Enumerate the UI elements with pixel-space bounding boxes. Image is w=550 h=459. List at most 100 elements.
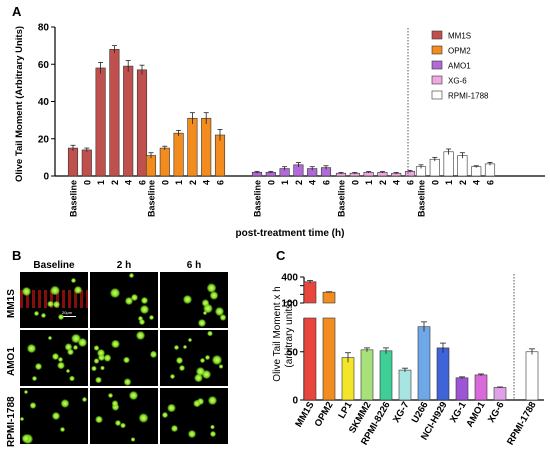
- artifact-stripe: [68, 290, 71, 308]
- y-tick-label: 20: [38, 134, 50, 145]
- comet-cell: [95, 376, 103, 384]
- x-tick-label: 0: [266, 180, 276, 185]
- micrograph-cell: [160, 330, 228, 386]
- artifact-stripe: [20, 290, 23, 308]
- comet-cell: [193, 399, 202, 408]
- comet-cell: [59, 426, 66, 433]
- micrograph-column-baseline: Baseline: [33, 260, 75, 271]
- comet-cell: [195, 366, 205, 376]
- x-tick-label: 4: [124, 180, 134, 185]
- comet-cell: [201, 369, 212, 379]
- comet-cell: [219, 314, 226, 321]
- y-axis-title-line2: (arbitrary units): [284, 300, 295, 367]
- bar-nci-h929: [436, 347, 450, 401]
- artifact-stripe: [56, 290, 59, 308]
- comet-cell: [205, 355, 210, 360]
- comet-cell: [124, 296, 134, 305]
- comet-cell: [183, 295, 193, 305]
- artifact-stripe: [38, 290, 41, 308]
- comet-cell: [138, 319, 145, 326]
- comet-cell: [149, 350, 158, 359]
- comet-cell: [109, 288, 120, 299]
- bar-amo1: [474, 374, 488, 401]
- comet-cell: [203, 303, 214, 314]
- comet-cell: [47, 335, 53, 340]
- comet-cell: [167, 403, 177, 413]
- y-tick-label: 0: [292, 396, 298, 407]
- comet-cell: [51, 352, 60, 361]
- comet-cell: [27, 344, 37, 354]
- x-tick-label: XG-6: [486, 400, 507, 425]
- legend-swatch-xg-6: [431, 75, 443, 85]
- comet-cell: [32, 376, 37, 381]
- comet-cell: [71, 333, 81, 343]
- comet-cell: [115, 419, 121, 426]
- bar-opm2-upper: [322, 291, 336, 304]
- legend-label-mm1s: MM1S: [448, 32, 471, 41]
- comet-cell: [207, 330, 213, 337]
- comet-cell: [198, 318, 207, 328]
- comet-cell: [161, 412, 168, 419]
- comet-cell: [200, 358, 206, 364]
- legend-label-opm2: OPM2: [448, 47, 471, 56]
- x-tick-label: 6: [216, 180, 226, 185]
- comet-cell: [212, 355, 222, 365]
- micrograph-cell: [160, 388, 228, 444]
- y-tick-label: 40: [38, 97, 50, 108]
- comet-cell: [149, 315, 154, 320]
- artifact-stripe: [86, 290, 88, 308]
- x-tick-label: 6: [138, 180, 148, 185]
- comet-cell: [202, 310, 207, 315]
- comet-cell: [82, 397, 88, 403]
- x-tick-label: 6: [322, 180, 332, 185]
- x-tick-label: 2: [294, 180, 304, 185]
- x-tick-label: 6: [486, 180, 496, 185]
- comet-cell: [69, 375, 75, 382]
- comet-cell: [129, 390, 139, 400]
- bar-opm2-lower: [322, 317, 336, 401]
- comet-cell: [95, 416, 103, 424]
- x-tick-label: LP1: [336, 399, 355, 420]
- y-tick-label: 50: [287, 347, 299, 358]
- comet-cell: [74, 286, 83, 295]
- comet-cell: [50, 285, 60, 296]
- comet-cell: [100, 365, 105, 371]
- x-tick-label: 4: [308, 180, 318, 185]
- bar-rpmi-8226: [379, 350, 393, 401]
- x-tick-label: Baseline: [69, 180, 79, 217]
- x-tick-label: 2: [188, 180, 198, 185]
- legend-swatch-amo1: [431, 60, 443, 70]
- x-axis-title: post-treatment time (h): [236, 228, 345, 239]
- artifact-stripe: [80, 290, 83, 308]
- legend-swatch-opm2: [431, 45, 443, 55]
- x-tick-label: 4: [392, 180, 402, 185]
- legend-label-rpmi-1788: RPMI-1788: [448, 92, 489, 101]
- comet-cell: [141, 297, 148, 304]
- y-axis-title: Olive Tail Moment (Arbitrary Units): [14, 26, 25, 182]
- comet-cell: [206, 283, 216, 293]
- artifact-stripe: [32, 290, 35, 308]
- x-tick-label: AMO1: [464, 399, 488, 429]
- bar-lp1: [341, 357, 355, 401]
- bar-xg-7: [398, 369, 412, 401]
- y-axis-title-line1: Olive Tail Moment x h: [272, 286, 283, 381]
- comet-cell: [51, 411, 61, 421]
- bar-mm1s-upper: [303, 281, 317, 304]
- comet-cell: [130, 437, 135, 442]
- x-tick-label: 2: [458, 180, 468, 185]
- artifact-stripe: [50, 290, 53, 308]
- x-tick-label: Baseline: [253, 180, 263, 217]
- comet-cell: [58, 357, 63, 362]
- x-tick-label: 1: [174, 180, 184, 185]
- comet-cell: [107, 392, 113, 398]
- comet-cell: [171, 424, 179, 432]
- comet-cell: [111, 340, 120, 349]
- comet-cell: [61, 399, 70, 408]
- micrograph-row-rpmi-1788: RPMI-1788: [6, 396, 17, 447]
- artifact-stripe: [62, 290, 65, 308]
- comet-cell: [47, 300, 54, 308]
- comet-cell: [72, 344, 78, 350]
- comet-cell: [139, 304, 149, 314]
